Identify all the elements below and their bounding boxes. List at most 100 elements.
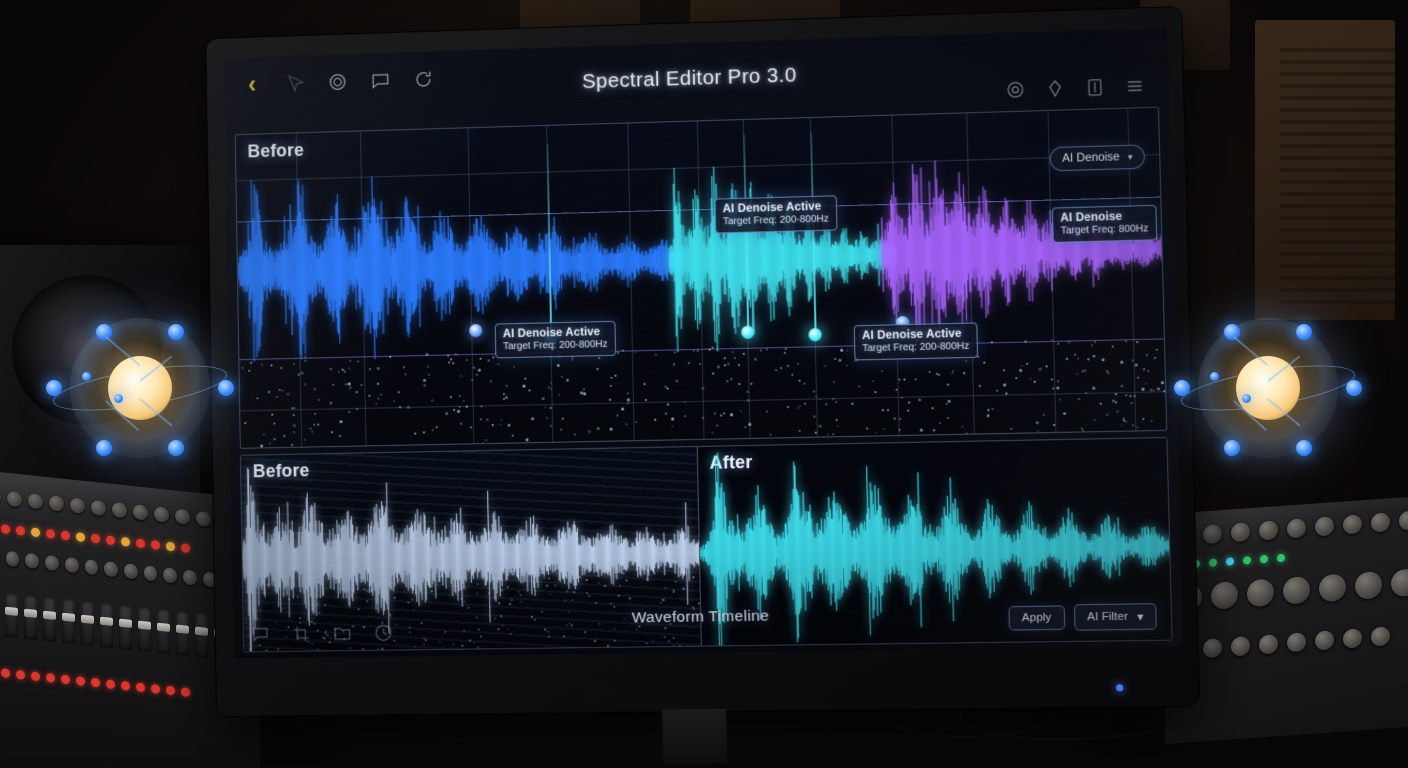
chat-bubble-icon[interactable] [251,624,271,644]
mixer-led [61,530,70,541]
mixer-knob [5,550,20,568]
mixer-fader [119,604,132,650]
mixer-fader [195,612,208,658]
orb-node [168,440,184,456]
mixer-knob [84,558,99,576]
mixer-knob [196,510,211,528]
mixer-fader [100,602,113,648]
mixer-led [16,525,25,536]
acoustic-panel-lines [1280,40,1395,310]
orb-node [1296,440,1312,456]
mixer-led [151,539,160,550]
rack-knob [1287,518,1306,539]
mixer-knob [28,493,43,510]
monitor-stand [662,708,728,764]
orb-node [1346,380,1362,396]
annotation-subtitle: Target Freq: 200-800Hz [722,213,829,228]
spectrogram-panel[interactable]: Before AI Denoise Active Target Freq: 20… [234,106,1168,449]
mixer-led [61,674,70,685]
rack-knob [1203,638,1222,659]
mixer-led [121,536,130,547]
wall-panel [1255,20,1395,320]
mixer-led [1,668,10,679]
mixer-led [76,532,85,543]
mixer-knob [104,561,119,578]
mixer-knob [133,504,148,521]
rack-led [1209,558,1217,568]
toolbar-right-icons [1004,75,1146,101]
transform-icon[interactable] [291,624,311,644]
outboard-rack-gear [1165,495,1408,745]
mixer-fader [5,592,18,638]
rack-knob [1259,520,1278,541]
mixer-knob [0,488,1,506]
mixer-knob [45,554,59,572]
mixer-led [46,672,55,683]
mixer-led [121,680,130,691]
mixer-fader [157,608,170,654]
spectrogram-waveform [236,154,1164,363]
mixer-fader [138,606,151,652]
annotation-callout[interactable]: AI Denoise Active Target Freq: 200-800Hz [714,195,838,234]
orb-node [1296,324,1312,340]
mixer-knob [112,501,127,519]
mixer-knob [143,565,158,582]
mixer-led [31,527,40,538]
orb-node [1210,372,1219,381]
right-orb-overlay [1168,288,1368,488]
rack-knob [1371,626,1390,647]
target-icon[interactable] [1004,78,1027,101]
mixer-fader [24,594,37,640]
mixer-led [106,679,115,690]
rack-led [1226,557,1234,566]
mixer-led [106,535,115,546]
orb-node [218,380,234,396]
rack-knob [1247,578,1274,608]
rack-knob [1319,573,1346,603]
orb-node [1224,324,1240,340]
mixer-led [166,541,175,552]
annotation-callout[interactable]: AI Denoise Active Target Freq: 200-800Hz [494,320,616,359]
folder-icon[interactable] [332,623,352,643]
mixer-knob [70,497,85,515]
annotation-callout[interactable]: AI Denoise Target Freq: 800Hz [1051,204,1157,243]
mixer-knob [183,569,197,586]
mixer-led [181,687,190,698]
mixer-knob [175,508,190,526]
pin-icon[interactable] [1044,77,1067,100]
rack-knob [1283,575,1310,605]
mixer-knob [124,563,138,580]
rack-knob [1315,516,1334,537]
status-icon-bar [251,623,394,645]
orb-core [108,356,172,420]
orb-node [46,380,62,396]
mixer-led [91,677,100,688]
rack-knob [1211,580,1238,610]
mixer-fader [81,600,94,646]
mixer-led [91,533,100,544]
menu-icon[interactable] [1123,75,1146,98]
mixer-knob [154,506,169,523]
orb-node [168,324,184,340]
rack-knob [1371,512,1390,533]
rack-knob [1203,524,1222,545]
history-clock-icon[interactable] [373,623,393,643]
mixer-knob [64,556,79,574]
orb-node [82,372,91,381]
mixer-led [181,543,190,554]
rack-knob [1399,510,1408,531]
mixer-led [76,676,85,687]
mixer-knob [49,495,64,512]
panel-icon[interactable] [1083,76,1106,99]
mixer-knob [91,499,106,517]
cable [960,700,1170,740]
spectral-editor-app: ‹ Spectral Editor Pro 3.0 [223,27,1184,659]
power-led [1116,684,1124,692]
annotation-title: AI Denoise Active [502,326,601,341]
noise-dot-field [239,336,1167,448]
preset-dropdown[interactable]: AI Denoise ▾ [1049,144,1146,172]
mixer-led [46,528,55,539]
mixer-fader [176,610,189,656]
annotation-callout[interactable]: AI Denoise Active Target Freq: 200-800Hz [853,322,978,361]
mixer-led [1,524,10,535]
